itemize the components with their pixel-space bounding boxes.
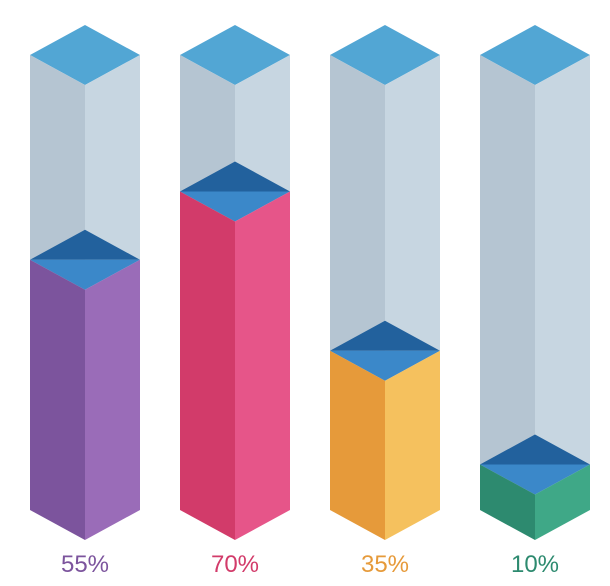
container-right bbox=[535, 55, 590, 495]
bar-label: 70% bbox=[180, 551, 290, 579]
fill-right bbox=[85, 260, 140, 540]
bar-label: 10% bbox=[480, 551, 590, 579]
bar-chart-3d: 55% 70% 35% 10% bbox=[0, 0, 610, 586]
fill-right bbox=[385, 351, 440, 540]
bar-label: 35% bbox=[330, 551, 440, 579]
fill-left bbox=[180, 192, 235, 541]
bar-label: 55% bbox=[30, 551, 140, 579]
fill-left bbox=[30, 260, 85, 540]
bar-chart-svg bbox=[0, 0, 610, 586]
fill-right bbox=[235, 192, 290, 541]
container-left bbox=[480, 55, 535, 495]
fill-left bbox=[330, 351, 385, 540]
